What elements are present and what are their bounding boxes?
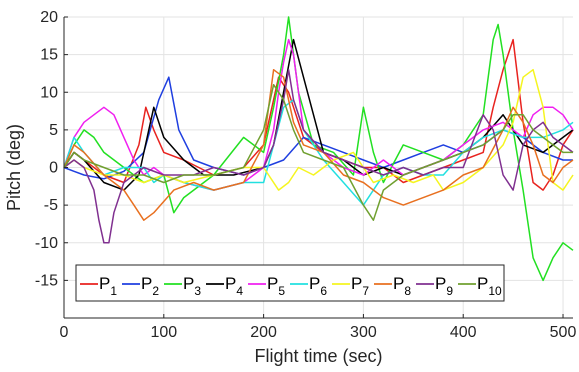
x-tick-label: 0	[60, 324, 69, 341]
y-tick-label: -10	[35, 235, 58, 252]
x-tick-label: 100	[150, 324, 177, 341]
y-tick-label: 10	[40, 84, 58, 101]
series-line-p10	[63, 83, 573, 221]
y-axis-label: Pitch (deg)	[4, 124, 24, 211]
x-tick-label: 200	[250, 324, 277, 341]
legend: P1 P2 P3 P4 P5 P6 P7 P8 P9 P10	[75, 264, 505, 302]
series-line-p5	[63, 38, 574, 191]
tick-labels: 0 100 200 300 400 500 -15 -10 -5 0 5 10 15 20	[35, 9, 577, 341]
x-tick-label: 500	[550, 324, 577, 341]
y-tick-label: -15	[35, 272, 58, 289]
axes-frame	[63, 16, 573, 319]
x-tick-label: 400	[450, 324, 477, 341]
x-axis-label: Flight time (sec)	[254, 346, 382, 366]
y-tick-label: 20	[40, 9, 58, 26]
series-line-p9	[63, 68, 574, 244]
y-tick-label: 0	[49, 160, 58, 177]
series-line-p7	[63, 68, 574, 191]
x-tick-label: 300	[350, 324, 377, 341]
y-tick-label: -5	[44, 197, 58, 214]
y-tick-label: 15	[40, 47, 58, 64]
legend-box	[75, 264, 505, 302]
series-lines	[63, 16, 574, 282]
y-tick-label: 5	[49, 122, 58, 139]
